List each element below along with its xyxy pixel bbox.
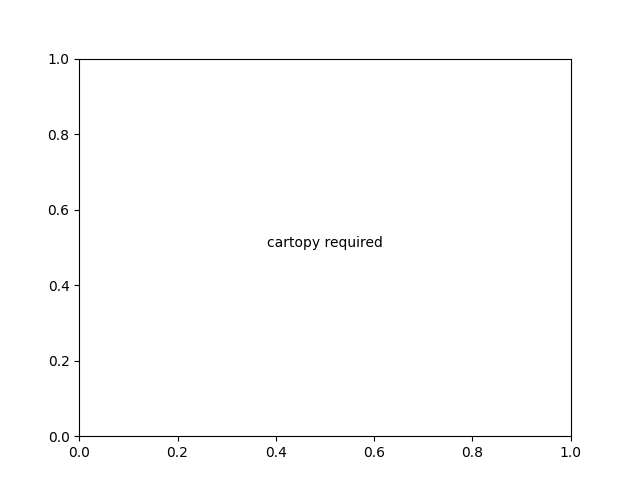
Text: cartopy required: cartopy required bbox=[267, 237, 383, 250]
